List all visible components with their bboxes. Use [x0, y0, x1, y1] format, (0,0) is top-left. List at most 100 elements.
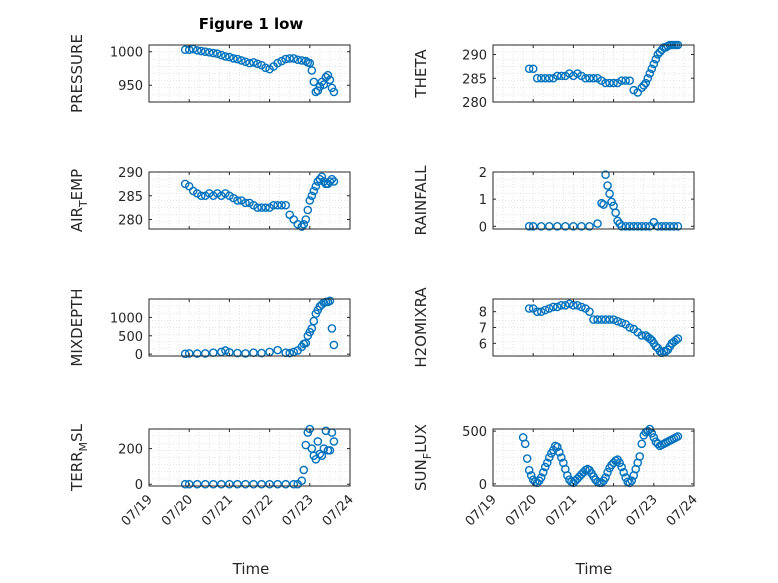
data-point [249, 58, 258, 67]
x-tick-label: 07/24 [664, 492, 701, 529]
x-tick-label: 07/22 [239, 492, 276, 529]
figure-title: Figure 1 low [199, 15, 304, 33]
data-point [647, 64, 657, 74]
data-point [309, 186, 319, 196]
data-point [607, 197, 616, 207]
data-point [192, 349, 202, 358]
data-point [196, 46, 206, 56]
data-point [657, 221, 667, 231]
x-tick-label: 07/20 [159, 492, 196, 529]
data-point [611, 208, 620, 218]
data-point [313, 86, 323, 95]
data-point [221, 346, 230, 355]
data-point [605, 315, 614, 324]
data-point [540, 73, 550, 83]
data-point [673, 221, 683, 231]
data-point [319, 444, 329, 453]
data-point [601, 315, 610, 324]
data-point [617, 462, 626, 472]
x-axis-label-left: Time [232, 560, 270, 578]
data-point [233, 196, 242, 205]
y-tick-label: 1000 [110, 311, 143, 326]
data-point [327, 174, 337, 184]
data-point [639, 81, 649, 90]
data-point [542, 458, 552, 468]
data-point [597, 315, 606, 324]
data-point [651, 54, 661, 64]
x-tick-label: 07/20 [503, 492, 540, 529]
y-tick-label: 280 [462, 96, 487, 111]
data-point [536, 473, 546, 482]
data-point [637, 221, 647, 231]
data-point [621, 221, 630, 231]
data-point [601, 473, 610, 482]
data-point [307, 444, 317, 453]
data-point [573, 301, 582, 310]
data-point [601, 78, 610, 88]
data-point [601, 170, 610, 180]
data-point [524, 304, 534, 313]
data-point [233, 479, 242, 489]
y-tick-label: 1 [479, 193, 487, 208]
axes-frame [492, 428, 695, 487]
data-point [192, 479, 202, 489]
data-point [265, 479, 274, 489]
data-point [289, 479, 299, 489]
x-tick-label: 07/21 [543, 492, 580, 529]
y-axis-label: PRESSURE [68, 34, 86, 113]
data-point [555, 447, 564, 457]
data-point [522, 454, 532, 463]
y-axis-label: H2OMIXRA [412, 287, 430, 368]
y-tick-label: 6 [479, 337, 487, 352]
data-point [253, 203, 262, 212]
data-point [325, 75, 335, 85]
data-point [673, 334, 683, 343]
data-point [281, 479, 290, 489]
x-tick-label: 07/24 [320, 492, 357, 529]
data-point [605, 189, 614, 199]
data-point [233, 348, 242, 358]
data-point [593, 315, 602, 324]
data-point [581, 73, 590, 83]
x-axis-label-right: Time [575, 560, 613, 578]
y-tick-label: 285 [118, 190, 143, 205]
data-point [261, 63, 270, 73]
data-point [557, 453, 566, 462]
data-point [625, 76, 634, 85]
data-point [553, 221, 562, 231]
data-point [635, 452, 645, 461]
y-tick-label: 285 [462, 72, 487, 87]
data-point [329, 340, 339, 350]
y-axis-label: SUNFLUX [412, 424, 434, 491]
data-point [603, 467, 612, 477]
data-point [297, 476, 307, 485]
data-point [625, 323, 634, 332]
data-point [615, 458, 624, 468]
data-point [585, 307, 594, 316]
data-point [553, 442, 562, 452]
data-point [299, 465, 309, 475]
x-tick-label: 07/23 [280, 492, 317, 529]
data-point [311, 181, 321, 191]
data-point [217, 479, 226, 489]
data-point [557, 71, 566, 81]
data-point [299, 219, 309, 229]
data-point [309, 316, 319, 326]
data-point [540, 462, 550, 472]
panel-sun-flux: 0 500 07/19 07/20 07/21 07/22 07/23 07/24 SUNFLU… [412, 424, 701, 529]
y-axis-label: AIRTEMP [68, 169, 90, 232]
y-tick-label: 2 [479, 166, 487, 181]
data-point [589, 73, 598, 83]
panel-h2omixra: 678 H2OMIXRA [412, 287, 695, 368]
data-point [209, 348, 218, 357]
y-tick-label: 500 [462, 425, 487, 440]
y-tick-label: 280 [118, 214, 143, 229]
data-point [301, 440, 311, 450]
data-point [325, 296, 335, 306]
data-point [540, 305, 550, 315]
data-point [204, 48, 214, 57]
y-axis-label: THETA [412, 49, 430, 99]
y-tick-label: 290 [118, 166, 143, 181]
data-point [577, 221, 586, 231]
data-point [309, 77, 319, 87]
